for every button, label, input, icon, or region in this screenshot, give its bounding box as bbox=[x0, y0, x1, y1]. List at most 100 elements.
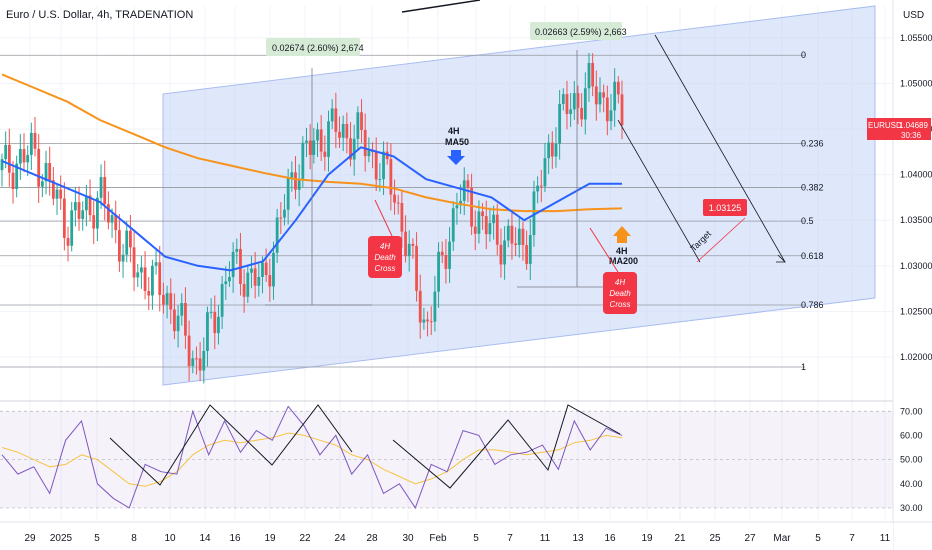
candle-body bbox=[297, 178, 301, 190]
countdown: 30:36 bbox=[901, 131, 922, 140]
candle-body bbox=[132, 247, 136, 278]
candle-body bbox=[147, 290, 151, 296]
fib-label: 0.382 bbox=[801, 182, 824, 192]
fib-label: 0 bbox=[801, 50, 806, 60]
fib-label: 1 bbox=[801, 362, 806, 372]
death-cross-text: 4H bbox=[380, 242, 390, 251]
candle-body bbox=[165, 293, 169, 305]
death-cross-text: Cross bbox=[375, 264, 396, 273]
forecast-arrow-1 bbox=[617, 119, 701, 263]
candle-body bbox=[426, 319, 429, 322]
candle-body bbox=[261, 262, 264, 277]
candle-body bbox=[257, 276, 261, 286]
candle-body bbox=[620, 94, 624, 126]
candle-body bbox=[455, 205, 459, 209]
death-cross-text: Death bbox=[374, 253, 396, 262]
rsi-tick: 40.00 bbox=[900, 479, 923, 489]
time-tick: Feb bbox=[429, 533, 447, 544]
candle-body bbox=[213, 311, 217, 334]
candle-body bbox=[554, 143, 558, 157]
time-tick: 7 bbox=[849, 533, 855, 544]
candle-body bbox=[422, 319, 426, 323]
time-tick: 11 bbox=[540, 533, 551, 544]
candle-body bbox=[334, 108, 338, 132]
candle-body bbox=[514, 243, 518, 246]
candle-body bbox=[95, 197, 99, 229]
candle-body bbox=[246, 272, 250, 297]
candle-body bbox=[550, 142, 554, 157]
candle-body bbox=[330, 108, 334, 122]
candle-body bbox=[382, 151, 385, 180]
candle-body bbox=[363, 130, 367, 157]
time-tick: 27 bbox=[744, 533, 756, 544]
price-tick: 1.03000 bbox=[900, 261, 932, 271]
last-price: 1.04689 bbox=[899, 121, 928, 130]
rsi-tick: 60.00 bbox=[900, 430, 923, 440]
candle-body bbox=[129, 230, 132, 248]
candle-body bbox=[459, 200, 462, 206]
candle-body bbox=[136, 272, 140, 278]
candle-body bbox=[26, 154, 30, 163]
candle-body bbox=[488, 223, 492, 235]
price-tick: 1.02500 bbox=[900, 306, 932, 316]
rsi-tick: 70.00 bbox=[900, 406, 923, 416]
candle-body bbox=[22, 149, 26, 163]
candle-body bbox=[224, 281, 228, 285]
candle-body bbox=[536, 185, 540, 192]
time-tick: 5 bbox=[94, 533, 100, 544]
candle-body bbox=[411, 243, 415, 246]
candle-body bbox=[572, 93, 576, 110]
candle-body bbox=[176, 315, 180, 332]
death-cross-text: Death bbox=[609, 289, 631, 298]
time-tick: 16 bbox=[229, 533, 241, 544]
price-scale-bg bbox=[893, 0, 932, 550]
candle-body bbox=[84, 195, 88, 211]
time-tick: 22 bbox=[299, 533, 311, 544]
price-tick: 1.05000 bbox=[900, 78, 932, 88]
candle-body bbox=[308, 140, 312, 155]
death-cross-pointer bbox=[589, 227, 619, 273]
candle-body bbox=[272, 252, 275, 287]
candle-body bbox=[602, 92, 606, 98]
candle-body bbox=[114, 215, 118, 231]
candle-body bbox=[444, 255, 448, 269]
candle-body bbox=[286, 177, 290, 210]
candle-body bbox=[466, 180, 470, 188]
death-cross-callout-2 bbox=[603, 272, 637, 314]
candle-body bbox=[539, 185, 543, 187]
ma50-label: 4H bbox=[448, 126, 460, 136]
candle-body bbox=[202, 350, 206, 371]
candle-body bbox=[162, 294, 165, 305]
price-tick: 1.02000 bbox=[900, 352, 932, 362]
candle-body bbox=[268, 275, 272, 287]
fib-label: 0.5 bbox=[801, 216, 814, 226]
candle-body bbox=[37, 148, 41, 187]
candle-body bbox=[121, 254, 125, 262]
candle-body bbox=[484, 216, 488, 235]
candle-body bbox=[338, 131, 341, 138]
candle-body bbox=[481, 211, 484, 217]
fib-label: 0.618 bbox=[801, 251, 824, 261]
candle-body bbox=[106, 204, 110, 223]
candle-body bbox=[77, 202, 81, 219]
candle-body bbox=[110, 215, 114, 223]
candle-body bbox=[583, 88, 587, 120]
candle-body bbox=[356, 112, 360, 139]
candle-body bbox=[543, 158, 547, 187]
candle-body bbox=[407, 243, 411, 257]
candle-body bbox=[125, 230, 129, 255]
time-tick: 24 bbox=[334, 533, 346, 544]
candle-body bbox=[576, 93, 580, 108]
candle-body bbox=[591, 63, 595, 87]
rsi-tick: 30.00 bbox=[900, 503, 923, 513]
candle-body bbox=[290, 172, 294, 178]
candle-body bbox=[55, 189, 59, 199]
candle-body bbox=[253, 268, 257, 286]
candle-body bbox=[59, 189, 63, 199]
candle-body bbox=[15, 163, 19, 190]
time-tick: 19 bbox=[264, 533, 276, 544]
last-price-tag bbox=[867, 118, 931, 140]
candle-body bbox=[319, 129, 323, 152]
candle-body bbox=[609, 110, 613, 122]
candle-body bbox=[173, 309, 176, 332]
